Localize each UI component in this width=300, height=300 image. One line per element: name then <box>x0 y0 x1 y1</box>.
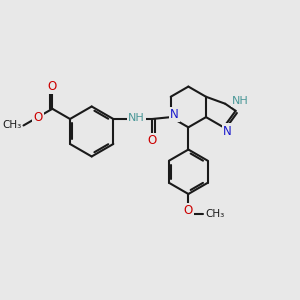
Text: NH: NH <box>232 96 248 106</box>
Text: O: O <box>184 204 193 217</box>
Text: CH₃: CH₃ <box>205 209 224 219</box>
Text: N: N <box>223 124 232 137</box>
Text: O: O <box>33 111 43 124</box>
Text: N: N <box>170 108 179 121</box>
Text: O: O <box>48 80 57 93</box>
Text: NH: NH <box>128 113 145 123</box>
Text: CH₃: CH₃ <box>2 121 22 130</box>
Text: O: O <box>148 134 157 147</box>
